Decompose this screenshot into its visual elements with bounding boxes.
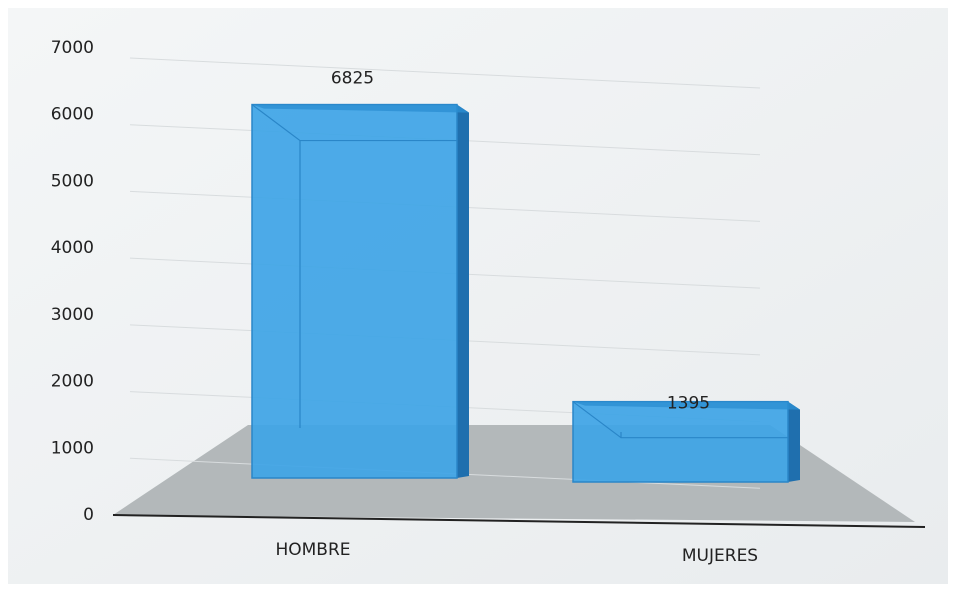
- x-tick-label: HOMBRE: [275, 540, 350, 560]
- y-tick-label: 0: [83, 505, 94, 525]
- bar-side: [457, 104, 469, 478]
- y-tick-label: 3000: [51, 305, 94, 325]
- value-label: 6825: [331, 69, 374, 89]
- y-tick-label: 6000: [51, 105, 94, 125]
- y-tick-label: 2000: [51, 372, 94, 392]
- bar-top: [252, 104, 469, 113]
- bar: [251, 103, 458, 479]
- bar-top: [573, 401, 800, 410]
- grid-line: [129, 57, 761, 89]
- value-label: 1395: [667, 394, 710, 414]
- x-axis-line: [112, 514, 926, 528]
- x-tick-label: MUJERES: [682, 546, 758, 566]
- y-tick-label: 4000: [51, 238, 94, 258]
- y-tick-label: 7000: [51, 38, 94, 58]
- y-tick-label: 5000: [51, 171, 94, 191]
- bar: [572, 400, 789, 483]
- y-tick-label: 1000: [51, 438, 94, 458]
- bar-side: [788, 401, 800, 482]
